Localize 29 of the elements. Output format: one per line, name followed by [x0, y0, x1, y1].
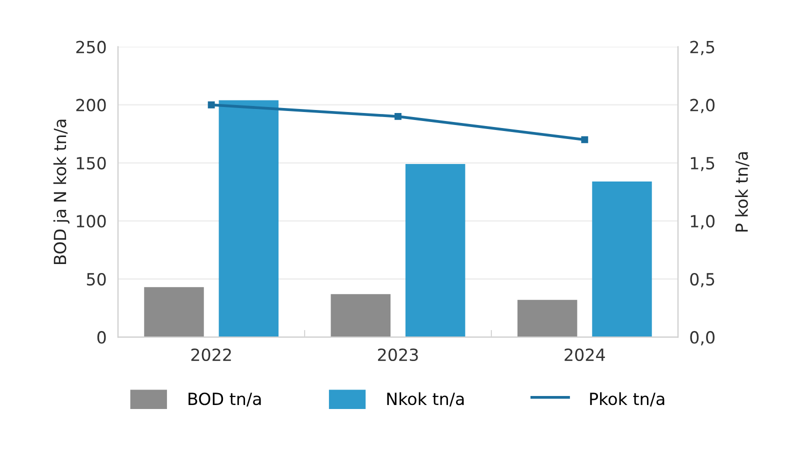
y-tick-label: 50 — [86, 272, 106, 286]
y2-tick-label: 1,0 — [690, 214, 715, 230]
legend-label: Pkok tn/a — [590, 392, 664, 406]
bar — [405, 164, 466, 338]
y-axis-title: BOD ja N kok tn/a — [53, 120, 70, 264]
y2-tick-label: 0,5 — [690, 272, 714, 288]
point — [581, 136, 588, 144]
y2-tick-label: 1,5 — [690, 157, 714, 172]
y-tick-label: 200 — [76, 98, 106, 112]
y-tick-label: 100 — [76, 214, 106, 228]
y2-tick-label: 2,5 — [690, 40, 714, 56]
y2-tick-label: 0,0 — [690, 331, 715, 346]
x-tick-label: 2024 — [564, 348, 605, 362]
y2-axis-title: P kok tn/a — [735, 152, 750, 232]
bar — [144, 287, 204, 338]
x-tick-label: 2022 — [191, 348, 231, 362]
x-tick-label: 2023 — [378, 348, 418, 362]
bar — [592, 181, 652, 338]
point — [394, 112, 402, 120]
y-tick-label: 0 — [97, 331, 106, 344]
bar — [517, 300, 578, 338]
bar — [218, 100, 279, 338]
legend-label: BOD tn/a — [188, 392, 261, 406]
y-tick-label: 250 — [76, 40, 106, 54]
legend-label: Nkok tn/a — [387, 392, 464, 406]
y-tick-label: 150 — [76, 156, 106, 170]
bar — [330, 294, 391, 338]
point — [208, 101, 215, 108]
y2-tick-label: 2,0 — [690, 98, 715, 114]
